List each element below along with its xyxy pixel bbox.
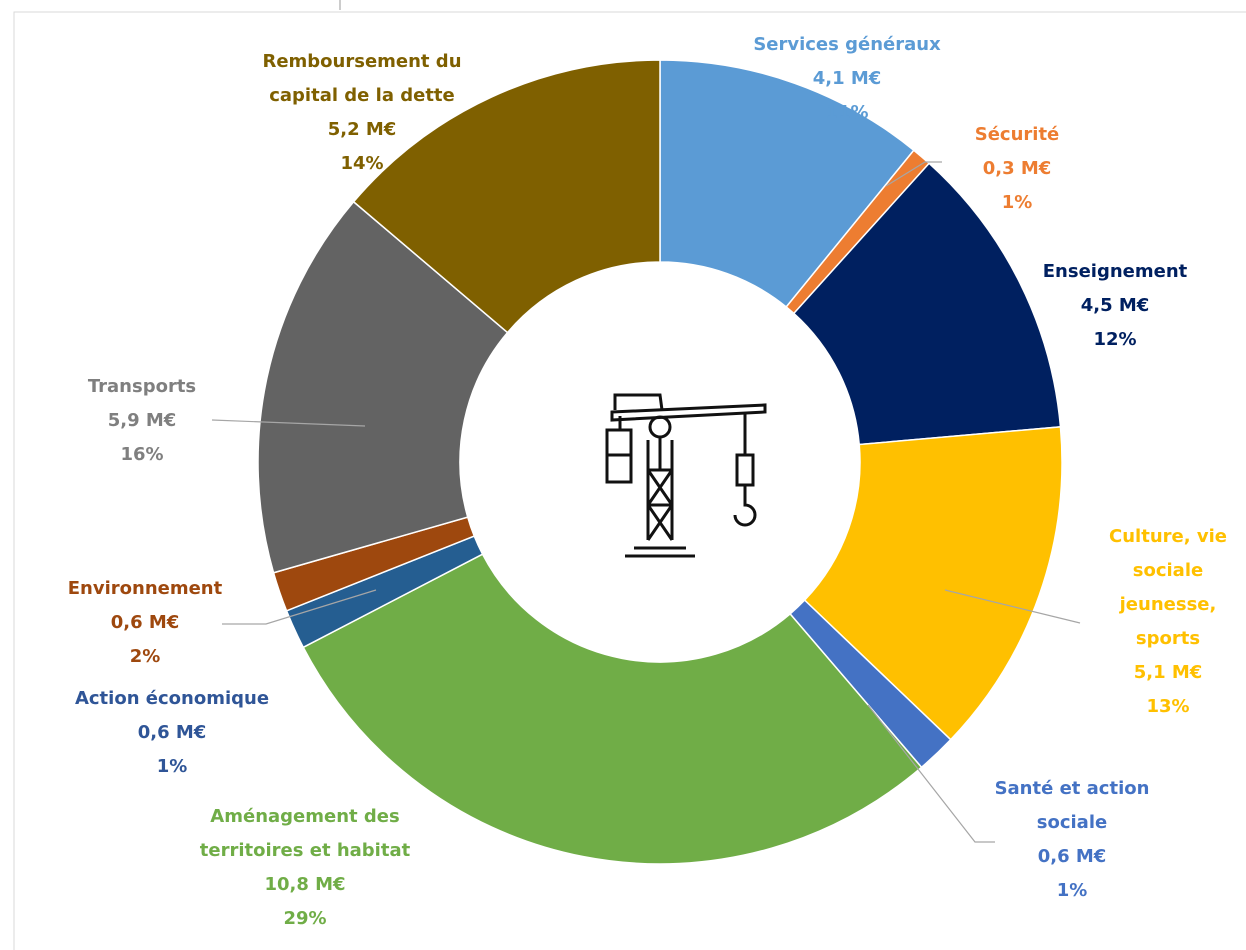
- leader-line: [222, 589, 377, 625]
- category-label: Services généraux: [753, 34, 941, 55]
- value-label: 0,3 M€: [982, 158, 1052, 179]
- leader-line: [885, 161, 942, 187]
- chart-border: [13, 11, 1246, 950]
- leader-line: [944, 589, 1081, 624]
- donut-slice: [302, 553, 923, 865]
- share-label: 13%: [1146, 696, 1190, 717]
- share-label: 11%: [825, 102, 869, 123]
- value-label: 4,1 M€: [812, 68, 882, 89]
- slice-label: Aménagement des territoires et habitat 10…: [175, 800, 435, 936]
- category-label: Enseignement: [1042, 261, 1188, 282]
- value-label: 0,6 M€: [110, 612, 180, 633]
- slice-label: Remboursement du capital de la dette 5,2 …: [232, 45, 492, 181]
- donut-slice: [352, 59, 661, 334]
- category-label: Remboursement du capital de la dette: [262, 51, 462, 106]
- category-label: Aménagement des territoires et habitat: [199, 806, 411, 861]
- share-label: 16%: [120, 444, 164, 465]
- slice-label: Transports 5,9 M€ 16%: [42, 370, 242, 472]
- value-label: 0,6 M€: [1037, 846, 1107, 867]
- value-label: 10,8 M€: [264, 874, 346, 895]
- share-label: 2%: [129, 646, 161, 667]
- share-label: 29%: [283, 908, 327, 929]
- category-label: Santé et action sociale: [994, 778, 1150, 833]
- value-label: 5,9 M€: [107, 410, 177, 431]
- category-label: Action économique: [74, 688, 270, 709]
- slice-label: Culture, vie sociale jeunesse, sports 5,1…: [1098, 520, 1238, 724]
- share-label: 14%: [340, 153, 384, 174]
- category-label: Sécurité: [974, 124, 1060, 145]
- category-label: Environnement: [67, 578, 223, 599]
- crane-icon: [605, 393, 767, 558]
- value-label: 5,1 M€: [1133, 662, 1203, 683]
- slice-label: Action économique 0,6 M€ 1%: [42, 682, 302, 784]
- donut-slice: [659, 59, 915, 308]
- share-label: 1%: [156, 756, 188, 777]
- slice-label: Services généraux 4,1 M€ 11%: [717, 28, 977, 130]
- donut-slice: [792, 162, 1062, 446]
- share-label: 12%: [1093, 329, 1137, 350]
- value-label: 5,2 M€: [327, 119, 397, 140]
- share-label: 1%: [1001, 192, 1033, 213]
- category-label: Culture, vie sociale jeunesse, sports: [1109, 526, 1227, 649]
- share-label: 1%: [1056, 880, 1088, 901]
- slice-label: Environnement 0,6 M€ 2%: [35, 572, 255, 674]
- slices: [257, 59, 1063, 865]
- value-label: 0,6 M€: [137, 722, 207, 743]
- slice-label: Santé et action sociale 0,6 M€ 1%: [977, 772, 1167, 908]
- slice-label: Sécurité 0,3 M€ 1%: [917, 118, 1117, 220]
- donut-slice: [257, 200, 509, 574]
- leader-line: [867, 704, 995, 843]
- category-label: Transports: [87, 376, 197, 397]
- leader-line: [211, 419, 366, 427]
- leader-lines: [211, 161, 1081, 843]
- value-label: 4,5 M€: [1080, 295, 1150, 316]
- slice-label: Enseignement 4,5 M€ 12%: [1015, 255, 1215, 357]
